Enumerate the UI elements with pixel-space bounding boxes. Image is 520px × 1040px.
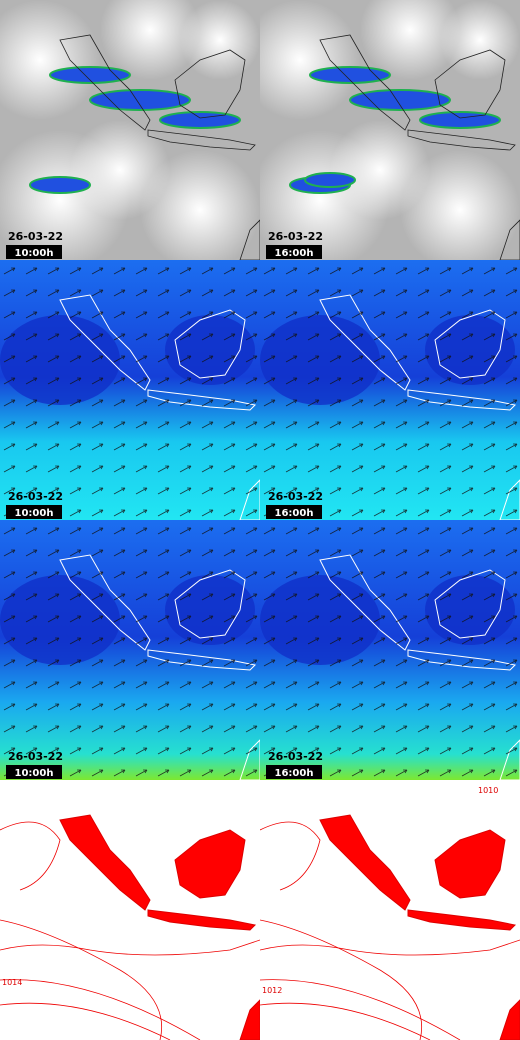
- time-label: 10:00h: [15, 508, 54, 519]
- wind-vectors: [260, 520, 520, 780]
- background: [0, 780, 260, 1040]
- time-box: [266, 505, 322, 519]
- date-label: 26-03-22: [8, 750, 63, 763]
- rain-cell: [29, 176, 91, 194]
- map-panel: [260, 780, 520, 1040]
- rain-cell: [419, 111, 501, 129]
- map-panel: [260, 520, 520, 780]
- map-panel: [0, 520, 260, 780]
- time-box: [6, 765, 62, 779]
- isobar: [260, 821, 321, 891]
- cloud: [0, 0, 100, 120]
- map-panel: [0, 780, 260, 1040]
- time-label: 16:00h: [275, 768, 314, 779]
- contour-label: 1010: [478, 786, 498, 795]
- cloud: [140, 150, 260, 260]
- cloud: [100, 0, 200, 80]
- rain-cell: [304, 172, 356, 188]
- isobar: [0, 939, 260, 956]
- cloud: [260, 0, 360, 120]
- date-label: 26-03-22: [268, 490, 323, 503]
- contour-label: 1012: [262, 986, 282, 995]
- time-label: 10:00h: [15, 768, 54, 779]
- date-label: 26-03-22: [268, 230, 323, 243]
- map-panel: [260, 260, 520, 520]
- rain-cell: [159, 111, 241, 129]
- isobar: [260, 939, 520, 956]
- rain-cell: [49, 66, 131, 84]
- time-label: 10:00h: [15, 248, 54, 259]
- rain-cell: [349, 89, 451, 111]
- rain-cell: [309, 66, 391, 84]
- map-panel: [0, 0, 260, 260]
- date-label: 26-03-22: [268, 750, 323, 763]
- time-box: [266, 245, 322, 259]
- time-box: [6, 505, 62, 519]
- wind-vectors: [0, 260, 260, 520]
- time-box: [266, 765, 322, 779]
- date-label: 26-03-22: [8, 490, 63, 503]
- contour-label: 1014: [2, 978, 22, 987]
- isobar: [0, 919, 162, 1040]
- isobar: [0, 821, 61, 891]
- isobar: [0, 1002, 171, 1040]
- wind-vectors: [260, 260, 520, 520]
- time-label: 16:00h: [275, 508, 314, 519]
- cloud: [440, 0, 520, 80]
- cloud: [70, 120, 170, 220]
- cloud: [330, 120, 430, 220]
- isobar: [0, 979, 201, 1040]
- isobar: [260, 1002, 431, 1040]
- map-panel: [0, 260, 260, 520]
- background: [260, 780, 520, 1040]
- cloud: [180, 0, 260, 80]
- isobar: [260, 979, 461, 1040]
- time-label: 16:00h: [275, 248, 314, 259]
- map-panel: [260, 0, 520, 260]
- time-box: [6, 245, 62, 259]
- cloud: [400, 150, 520, 260]
- rain-cell: [89, 89, 191, 111]
- isobar: [260, 919, 422, 1040]
- cloud: [360, 0, 460, 80]
- wind-vectors: [0, 520, 260, 780]
- date-label: 26-03-22: [8, 230, 63, 243]
